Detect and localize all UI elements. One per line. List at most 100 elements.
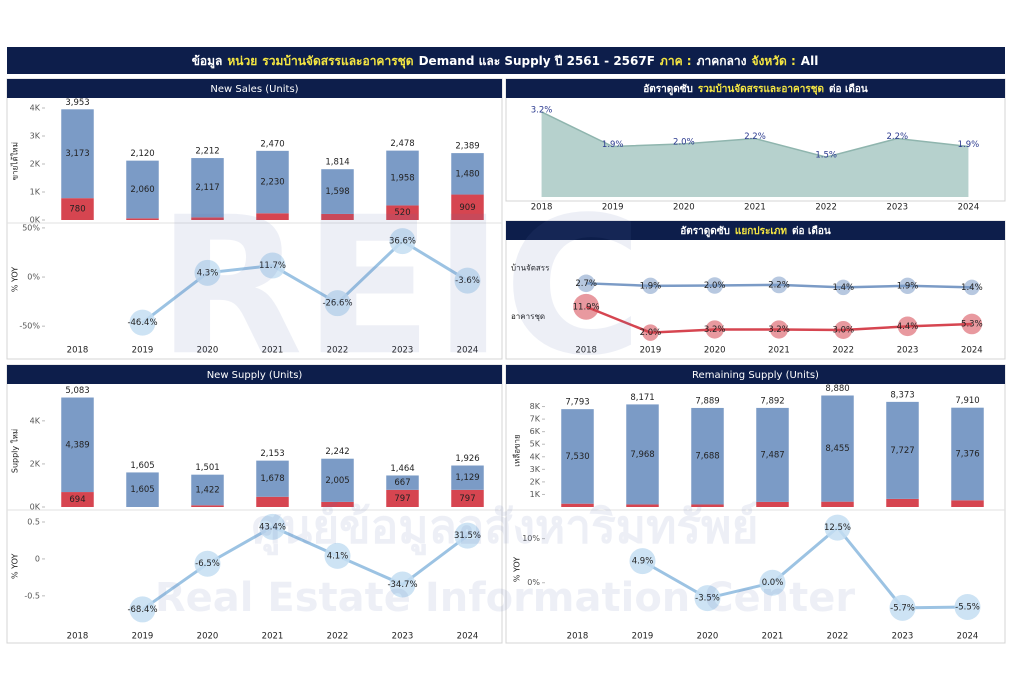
x-tick-label: 2024 [957,632,979,642]
bar-label: 667 [394,478,410,488]
total-label: 1,464 [390,464,414,474]
y-tick-label: 0K [30,503,41,512]
bar-segment [256,213,289,220]
point [705,320,724,339]
total-label: 1,814 [325,158,349,168]
bar-segment [256,460,289,497]
point [324,290,351,317]
point [824,514,851,541]
area-line [541,111,969,158]
title-part: อัตราดูดซับ [680,225,730,238]
point [577,274,595,293]
point [129,309,156,336]
bar-label: 7,727 [890,446,914,456]
x-tick-label: 2018 [531,203,553,213]
title-part: ต่อ เดือน [792,225,831,237]
x-tick-label: 2023 [392,346,414,356]
data-label: 5.3% [961,319,983,329]
data-label: 2.2% [744,132,766,142]
x-tick-label: 2018 [67,632,89,642]
point [770,276,788,294]
data-label: 4.3% [197,268,219,278]
total-label: 7,910 [955,396,979,406]
line [141,239,469,324]
bar-label: 2,230 [260,178,284,188]
bar-segment [191,474,224,506]
line [641,525,968,610]
x-tick-label: 2018 [67,346,89,356]
charts: ข้อมูล หน่วย รวมบ้านจัดสรรและอาคารชุด Deman… [11,54,984,642]
y-tick-label: 4K [30,416,41,425]
point [897,316,918,337]
bar-segment [386,475,419,490]
title-part: แยกประเภท [735,225,787,237]
bar-segment [756,501,789,507]
bar-segment [61,397,94,493]
point [629,548,656,575]
data-label: -5.7% [890,603,915,613]
point [954,593,981,620]
data-label: 1.4% [832,283,854,293]
x-tick-label: 2019 [132,346,154,356]
y-tick-label: 0 [35,554,40,563]
point [259,252,286,279]
total-label: 1,501 [195,463,219,473]
data-label: -5.5% [955,602,980,612]
point [961,313,983,335]
bar-label: 797 [394,494,410,504]
x-tick-label: 2022 [327,632,349,642]
data-label: -34.7% [387,580,417,590]
title: อัตราดูดซับ แยกประเภท ต่อ เดือน [680,225,831,238]
bar-segment [386,150,419,206]
data-label: -68.4% [127,605,157,615]
total-label: 3,953 [65,98,89,108]
point [835,279,852,296]
panel-title: New Supply (Units) [207,370,303,381]
bar-label: 4,389 [65,440,89,450]
bar-segment [451,489,484,507]
bar-segment [126,472,159,507]
panel-header [506,79,1005,98]
point [129,596,156,623]
watermark: REIC ศูนย์ข้อมูลอสังหาริมทรัพย์ Real Est… [155,176,856,621]
total-label: 8,373 [890,390,914,400]
total-label: 2,478 [390,139,414,149]
panel-header [506,221,1005,240]
panel-title: New Sales (Units) [210,84,298,95]
point [759,569,786,596]
bar-segment [821,395,854,502]
y-tick-label: 5K [530,440,541,449]
data-label: 2.0% [704,281,726,291]
total-label: 7,892 [760,396,784,406]
bar-segment [626,504,659,507]
series-label: บ้านจัดสรร [511,264,550,273]
point [889,594,916,621]
x-tick-label: 2023 [892,632,914,642]
data-label: -6.5% [195,559,220,569]
panel-title: Remaining Supply (Units) [692,370,819,381]
x-tick-label: 2020 [697,632,719,642]
y-axis-title: % YOY [11,554,20,579]
data-label: 1.5% [815,151,837,161]
panel-header [506,365,1005,384]
data-label: 11.7% [259,261,286,271]
x-tick-label: 2024 [958,203,980,213]
y-tick-label: 1K [530,490,541,499]
title-part: จังหวัด : [751,54,795,68]
bar-label: 909 [459,203,475,213]
y-tick-label: 4K [30,104,41,113]
x-tick-label: 2021 [744,203,766,213]
x-tick-label: 2023 [392,632,414,642]
x-tick-label: 2019 [640,346,662,356]
bar-label: 1,598 [325,187,349,197]
point [769,320,789,339]
x-tick-label: 2023 [886,203,908,213]
bar-label: 7,530 [565,452,589,462]
data-label: -46.4% [127,318,157,328]
x-tick-label: 2018 [567,632,589,642]
data-label: 1.9% [958,140,980,150]
title-part: อัตราดูดซับ [643,83,693,96]
bar-segment [691,504,724,507]
y-tick-label: 7K [530,415,541,424]
total-label: 5,083 [65,386,89,396]
